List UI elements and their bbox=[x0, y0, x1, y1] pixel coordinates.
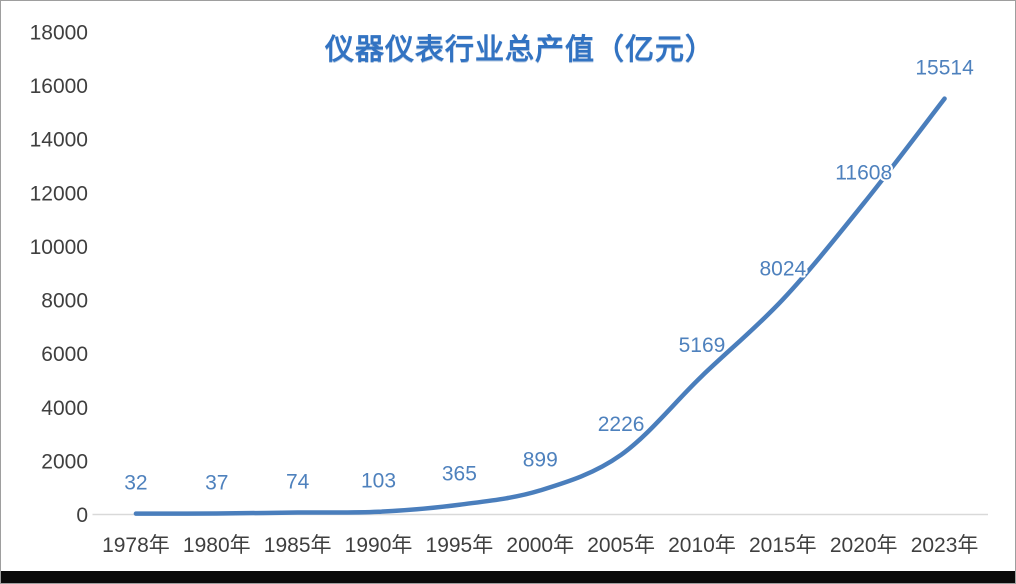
y-axis-tick-label: 2000 bbox=[41, 450, 88, 473]
x-axis-tick-label: 1985年 bbox=[264, 534, 332, 557]
data-label: 8024 bbox=[759, 257, 806, 280]
x-axis-tick-label: 1990年 bbox=[345, 534, 413, 557]
x-axis-tick-label: 1980年 bbox=[183, 534, 251, 557]
x-axis-tick-label: 2005年 bbox=[587, 534, 655, 557]
y-axis-tick-label: 4000 bbox=[41, 397, 88, 420]
chart-title: 仪器仪表行业总产值（亿元） bbox=[324, 34, 715, 66]
data-label: 74 bbox=[286, 471, 310, 494]
y-axis-tick-label: 10000 bbox=[30, 236, 88, 259]
data-label: 5169 bbox=[679, 334, 726, 357]
data-label: 32 bbox=[124, 472, 147, 495]
x-axis-tick-label: 1978年 bbox=[102, 534, 170, 557]
y-axis-tick-label: 0 bbox=[76, 504, 88, 527]
bottom-edge-bar bbox=[0, 571, 1016, 584]
x-axis-tick-label: 2023年 bbox=[911, 534, 979, 557]
y-axis-tick-label: 12000 bbox=[30, 182, 88, 205]
y-axis-tick-label: 8000 bbox=[41, 290, 88, 313]
x-axis-tick-label: 2020年 bbox=[830, 534, 898, 557]
y-axis-tick-label: 6000 bbox=[41, 343, 88, 366]
x-axis-tick-label: 2010年 bbox=[668, 534, 736, 557]
x-axis-tick-label: 1995年 bbox=[426, 534, 494, 557]
y-axis-tick-label: 14000 bbox=[30, 129, 88, 152]
data-label: 103 bbox=[361, 470, 396, 493]
data-label: 2226 bbox=[598, 413, 645, 436]
data-label: 365 bbox=[442, 463, 477, 486]
data-label: 11608 bbox=[835, 161, 892, 184]
data-label: 15514 bbox=[915, 57, 974, 80]
y-axis-tick-label: 16000 bbox=[30, 75, 88, 98]
data-label: 899 bbox=[523, 448, 558, 471]
data-series-line bbox=[133, 96, 947, 516]
x-axis-tick-label: 2015年 bbox=[749, 534, 817, 557]
x-axis-tick-label: 2000年 bbox=[506, 534, 574, 557]
data-label: 37 bbox=[205, 472, 228, 495]
y-axis-tick-label: 18000 bbox=[30, 22, 88, 45]
